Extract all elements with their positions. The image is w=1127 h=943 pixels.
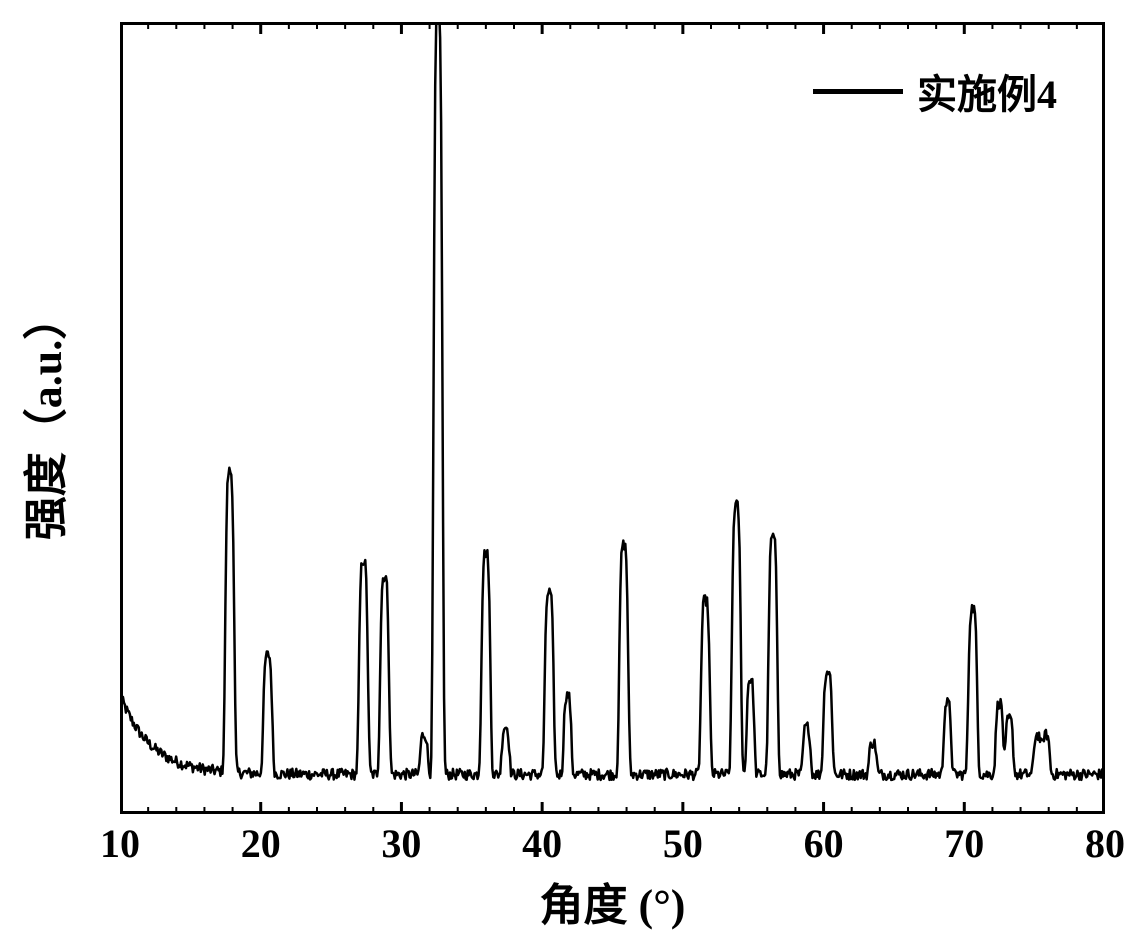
legend-line-swatch bbox=[813, 89, 903, 94]
plot-svg bbox=[120, 22, 1105, 814]
x-tick-label: 10 bbox=[100, 820, 140, 867]
x-tick-label: 70 bbox=[944, 820, 984, 867]
x-tick-label: 40 bbox=[522, 820, 562, 867]
x-tick-labels: 1020304050607080 bbox=[120, 820, 1105, 870]
xrd-chart: 强度（a.u.） 10 20 30 40 50 60 70 80 角度 (°) 实施例4 bbox=[0, 0, 1127, 943]
x-axis-label: 角度 (°) bbox=[540, 869, 686, 933]
y-axis-label: 强度（a.u.） bbox=[10, 296, 74, 540]
x-tick-label: 50 bbox=[663, 820, 703, 867]
legend-label: 实施例4 bbox=[917, 62, 1057, 120]
x-tick-label: 20 bbox=[241, 820, 281, 867]
plot-area bbox=[120, 22, 1105, 814]
legend: 实施例4 bbox=[813, 62, 1057, 120]
x-tick-label: 60 bbox=[804, 820, 844, 867]
x-tick-label: 80 bbox=[1085, 820, 1125, 867]
x-tick-label: 30 bbox=[381, 820, 421, 867]
